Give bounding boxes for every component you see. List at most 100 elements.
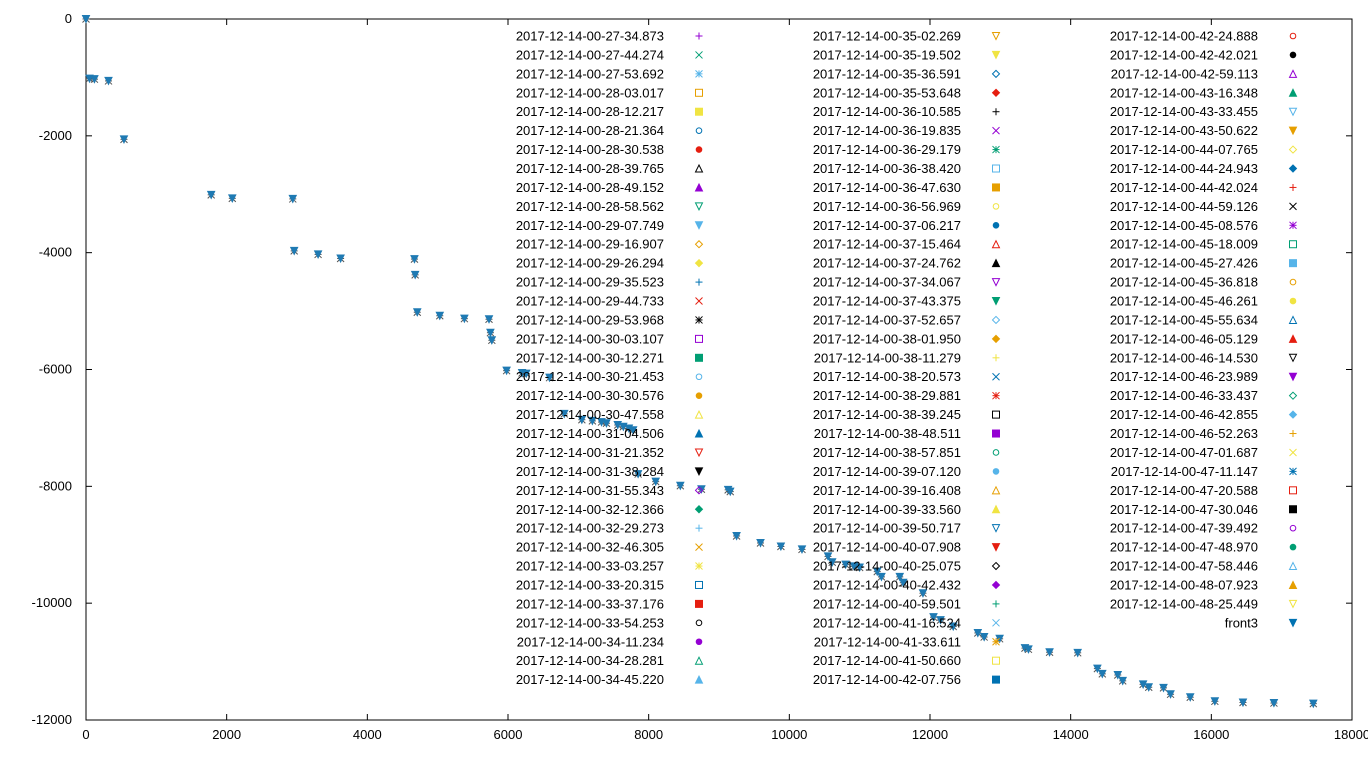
legend-label: 2017-12-14-00-41-50.660 bbox=[813, 653, 961, 668]
legend-label: 2017-12-14-00-42-07.756 bbox=[813, 672, 961, 687]
axis-ticks: 0 2000 4000 6000 8000 10000 12000 14000 16000 180… bbox=[32, 11, 1368, 742]
point-triangle-marker bbox=[756, 538, 765, 548]
data-point bbox=[841, 560, 850, 570]
legend-entry: 2017-12-14-00-43-16.348 bbox=[1110, 85, 1298, 100]
point-triangle-marker bbox=[948, 622, 958, 632]
legend-entry: 2017-12-14-00-30-30.576 bbox=[516, 388, 703, 403]
legend-marker-icon bbox=[695, 599, 703, 608]
legend-label: 2017-12-14-00-47-30.046 bbox=[1110, 502, 1258, 517]
legend-label: 2017-12-14-00-29-44.733 bbox=[516, 294, 664, 309]
point-triangle-marker bbox=[288, 194, 298, 204]
point-triangle-marker bbox=[651, 477, 661, 487]
legend-marker-icon bbox=[1288, 145, 1298, 154]
point-triangle-marker bbox=[1159, 683, 1168, 693]
point-triangle-marker bbox=[841, 560, 850, 570]
data-point bbox=[1045, 648, 1054, 657]
legend: 2017-12-14-00-27-34.873 2017-12-14-00-27-… bbox=[516, 29, 1298, 687]
point-triangle-marker bbox=[484, 315, 494, 324]
data-point bbox=[288, 194, 298, 204]
point-triangle-marker bbox=[1166, 690, 1175, 699]
legend-label: 2017-12-14-00-28-12.217 bbox=[516, 104, 664, 119]
data-point bbox=[227, 194, 237, 203]
legend-marker-icon bbox=[1289, 259, 1297, 268]
legend-entry: 2017-12-14-00-38-20.573 bbox=[813, 369, 1000, 384]
legend-entry: 2017-12-14-00-37-15.464 bbox=[813, 237, 1001, 252]
point-triangle-marker bbox=[1210, 697, 1220, 706]
legend-marker-icon bbox=[992, 600, 1000, 608]
legend-marker-icon bbox=[992, 391, 1000, 400]
point-triangle-marker bbox=[898, 578, 908, 588]
legend-label: 2017-12-14-00-38-39.245 bbox=[813, 407, 961, 422]
legend-entry: 2017-12-14-00-40-59.501 bbox=[813, 596, 1000, 611]
data-point bbox=[797, 545, 807, 555]
data-point bbox=[1073, 648, 1083, 658]
legend-label: 2017-12-14-00-38-20.573 bbox=[813, 369, 961, 384]
legend-marker-icon bbox=[694, 486, 704, 495]
legend-entry: 2017-12-14-00-38-29.881 bbox=[813, 388, 1000, 403]
legend-label: 2017-12-14-00-28-03.017 bbox=[516, 85, 664, 100]
data-point bbox=[628, 426, 638, 435]
legend-label: 2017-12-14-00-40-07.908 bbox=[813, 540, 961, 555]
legend-label: 2017-12-14-00-28-30.538 bbox=[516, 142, 664, 157]
legend-label: 2017-12-14-00-38-57.851 bbox=[813, 445, 961, 460]
data-point bbox=[502, 366, 511, 376]
data-point bbox=[1210, 697, 1220, 706]
legend-entry: 2017-12-14-00-34-28.281 bbox=[516, 653, 704, 668]
legend-entry: 2017-12-14-00-32-29.273 bbox=[516, 521, 703, 536]
legend-entry: 2017-12-14-00-38-01.950 bbox=[813, 331, 1001, 346]
point-triangle-marker bbox=[1098, 669, 1107, 679]
legend-entry: 2017-12-14-00-33-37.176 bbox=[516, 596, 703, 611]
legend-entry: 2017-12-14-00-46-33.437 bbox=[1110, 388, 1298, 403]
legend-marker-icon bbox=[992, 468, 1000, 475]
data-point bbox=[1138, 680, 1148, 689]
legend-label: 2017-12-14-00-38-11.279 bbox=[814, 350, 961, 365]
data-point bbox=[918, 589, 928, 598]
legend-entry: 2017-12-14-00-45-36.818 bbox=[1110, 275, 1297, 290]
legend-label: 2017-12-14-00-32-29.273 bbox=[516, 521, 664, 536]
legend-marker-icon bbox=[694, 163, 704, 173]
legend-entry: 2017-12-14-00-37-24.762 bbox=[813, 256, 1001, 271]
data-point bbox=[1185, 693, 1195, 702]
legend-marker-icon bbox=[991, 561, 1001, 571]
legend-marker-icon bbox=[1288, 599, 1298, 609]
legend-marker-icon bbox=[694, 202, 704, 211]
legend-marker-icon bbox=[695, 70, 703, 78]
data-point bbox=[1159, 683, 1168, 693]
point-triangle-marker bbox=[104, 76, 113, 86]
y-tick-label: -2000 bbox=[39, 128, 72, 143]
legend-entry: 2017-12-14-00-28-49.152 bbox=[516, 180, 704, 195]
legend-label: 2017-12-14-00-37-24.762 bbox=[813, 256, 961, 271]
x-tick-label: 6000 bbox=[494, 727, 523, 742]
legend-label: 2017-12-14-00-29-53.968 bbox=[516, 312, 664, 327]
legend-entry: 2017-12-14-00-28-39.765 bbox=[516, 161, 704, 176]
legend-label: 2017-12-14-00-30-03.107 bbox=[516, 331, 664, 346]
legend-marker-icon bbox=[695, 297, 703, 305]
data-point bbox=[1024, 645, 1033, 654]
legend-marker-icon bbox=[1288, 126, 1298, 136]
legend-label: 2017-12-14-00-28-39.765 bbox=[516, 161, 664, 176]
data-point bbox=[1166, 690, 1175, 699]
data-point bbox=[206, 190, 216, 200]
legend-entry: 2017-12-14-00-33-20.315 bbox=[516, 577, 703, 592]
legend-entry: 2017-12-14-00-42-42.021 bbox=[1110, 47, 1297, 62]
legend-label: 2017-12-14-00-29-35.523 bbox=[516, 275, 664, 290]
point-triangle-marker bbox=[1073, 648, 1083, 658]
legend-entry: 2017-12-14-00-31-38.284 bbox=[516, 464, 704, 479]
legend-label: 2017-12-14-00-45-55.634 bbox=[1110, 312, 1258, 327]
data-point bbox=[588, 416, 597, 426]
legend-label: 2017-12-14-00-30-12.271 bbox=[516, 350, 664, 365]
legend-entry: 2017-12-14-00-48-25.449 bbox=[1110, 596, 1298, 611]
legend-label: 2017-12-14-00-29-07.749 bbox=[516, 218, 664, 233]
legend-entry: 2017-12-14-00-44-24.943 bbox=[1110, 161, 1298, 176]
legend-entry: 2017-12-14-00-27-44.274 bbox=[516, 47, 703, 62]
legend-marker-icon bbox=[991, 543, 1001, 552]
legend-marker-icon bbox=[695, 51, 703, 59]
legend-marker-icon bbox=[992, 410, 1000, 419]
legend-marker-icon bbox=[1289, 505, 1297, 514]
legend-entry: 2017-12-14-00-47-30.046 bbox=[1110, 502, 1297, 517]
x-tick-label: 2000 bbox=[212, 727, 241, 742]
data-point bbox=[732, 531, 741, 541]
data-point bbox=[289, 246, 299, 256]
point-triangle-marker bbox=[460, 314, 469, 324]
data-point bbox=[849, 562, 859, 571]
